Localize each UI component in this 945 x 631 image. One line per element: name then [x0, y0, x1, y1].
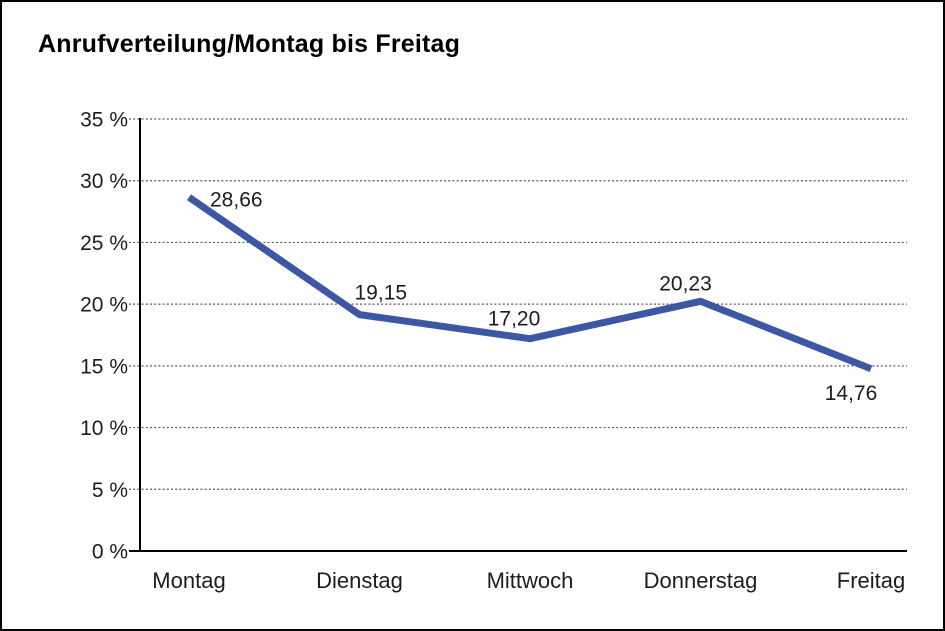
y-tick-label: 25 % — [80, 232, 128, 255]
y-tick-label: 0 % — [92, 541, 128, 564]
y-tick-label: 15 % — [80, 355, 128, 378]
x-category-label: Freitag — [837, 568, 905, 593]
data-value-label: 14,76 — [825, 382, 878, 405]
y-tick-label: 5 % — [92, 479, 128, 502]
x-category-label: Dienstag — [316, 568, 403, 593]
chart-title: Anrufverteilung/Montag bis Freitag — [38, 30, 461, 58]
data-value-label: 17,20 — [488, 308, 541, 331]
data-line — [187, 194, 873, 373]
data-value-label: 19,15 — [355, 282, 408, 305]
y-tick-label: 35 % — [80, 109, 128, 132]
x-category-label: Donnerstag — [644, 568, 758, 593]
data-value-label: 28,66 — [210, 188, 263, 211]
x-category-label: Mittwoch — [487, 568, 574, 593]
y-tick-label: 20 % — [80, 294, 128, 317]
x-category-label: Montag — [152, 568, 225, 593]
data-value-label: 20,23 — [659, 272, 712, 295]
y-tick-label: 30 % — [80, 170, 128, 193]
y-tick-label: 10 % — [80, 417, 128, 440]
